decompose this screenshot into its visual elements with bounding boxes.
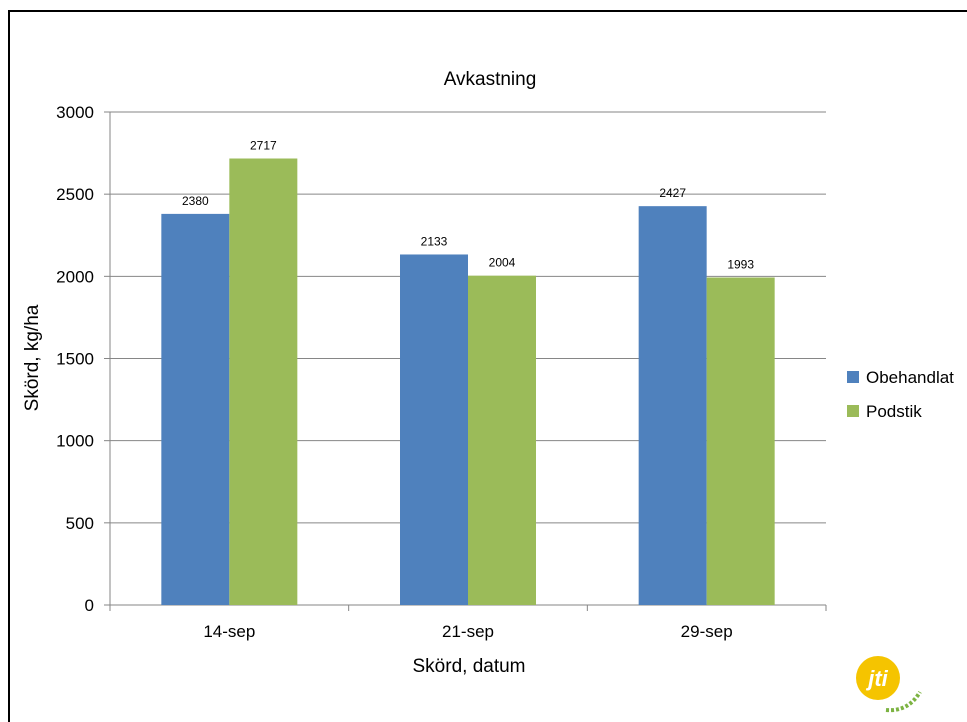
data-label: 2133 <box>421 234 448 248</box>
logo-sun-circle <box>856 656 900 700</box>
bar-obehandlat-14-sep <box>161 213 230 606</box>
bar-obehandlat-21-sep <box>400 254 468 606</box>
y-tick-label: 1000 <box>56 432 94 451</box>
bar-obehandlat-29-sep <box>638 206 707 605</box>
y-tick-label: 3000 <box>56 103 94 122</box>
logo-green-arc <box>885 690 922 713</box>
legend: Obehandlat Podstik <box>847 368 954 421</box>
data-label: 2717 <box>250 139 277 153</box>
jti-logo-icon: jti <box>856 656 922 713</box>
data-label: 1993 <box>727 257 754 271</box>
data-label: 2004 <box>489 256 516 270</box>
y-tick-label: 2500 <box>56 185 94 204</box>
legend-swatch-obehandlat <box>847 371 859 383</box>
data-label: 2427 <box>659 186 686 200</box>
x-axis-title: Skörd, datum <box>413 656 526 677</box>
bar-podstik-29-sep <box>706 277 775 605</box>
bar-podstik-14-sep <box>229 158 298 605</box>
x-tick-label: 21-sep <box>442 622 494 641</box>
data-labels: 2380 2717 2133 2004 2427 1993 <box>182 139 754 272</box>
y-tick-label: 500 <box>66 514 94 533</box>
y-tick-label: 1500 <box>56 350 94 369</box>
y-tick-label: 0 <box>85 596 94 615</box>
y-tick-label: 2000 <box>56 267 94 286</box>
logo-text: jti <box>865 666 888 691</box>
chart-title: Avkastning <box>444 69 537 90</box>
bar-podstik-21-sep <box>468 275 536 605</box>
x-tick-label: 29-sep <box>681 622 733 641</box>
legend-label: Podstik <box>866 402 922 421</box>
x-tick-labels: 14-sep 21-sep 29-sep <box>203 622 732 641</box>
bars <box>161 158 775 606</box>
y-axis-title: Skörd, kg/ha <box>22 304 43 411</box>
y-tick-labels: 0 500 1000 1500 2000 2500 3000 <box>56 103 94 615</box>
legend-label: Obehandlat <box>866 368 954 387</box>
x-tick-label: 14-sep <box>203 622 255 641</box>
data-label: 2380 <box>182 194 209 208</box>
legend-swatch-podstik <box>847 405 859 417</box>
